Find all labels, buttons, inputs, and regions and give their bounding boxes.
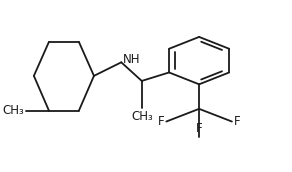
Text: NH: NH: [123, 53, 140, 66]
Text: CH₃: CH₃: [3, 104, 24, 117]
Text: F: F: [234, 115, 241, 128]
Text: F: F: [196, 122, 202, 135]
Text: F: F: [157, 115, 164, 128]
Text: CH₃: CH₃: [131, 110, 153, 123]
